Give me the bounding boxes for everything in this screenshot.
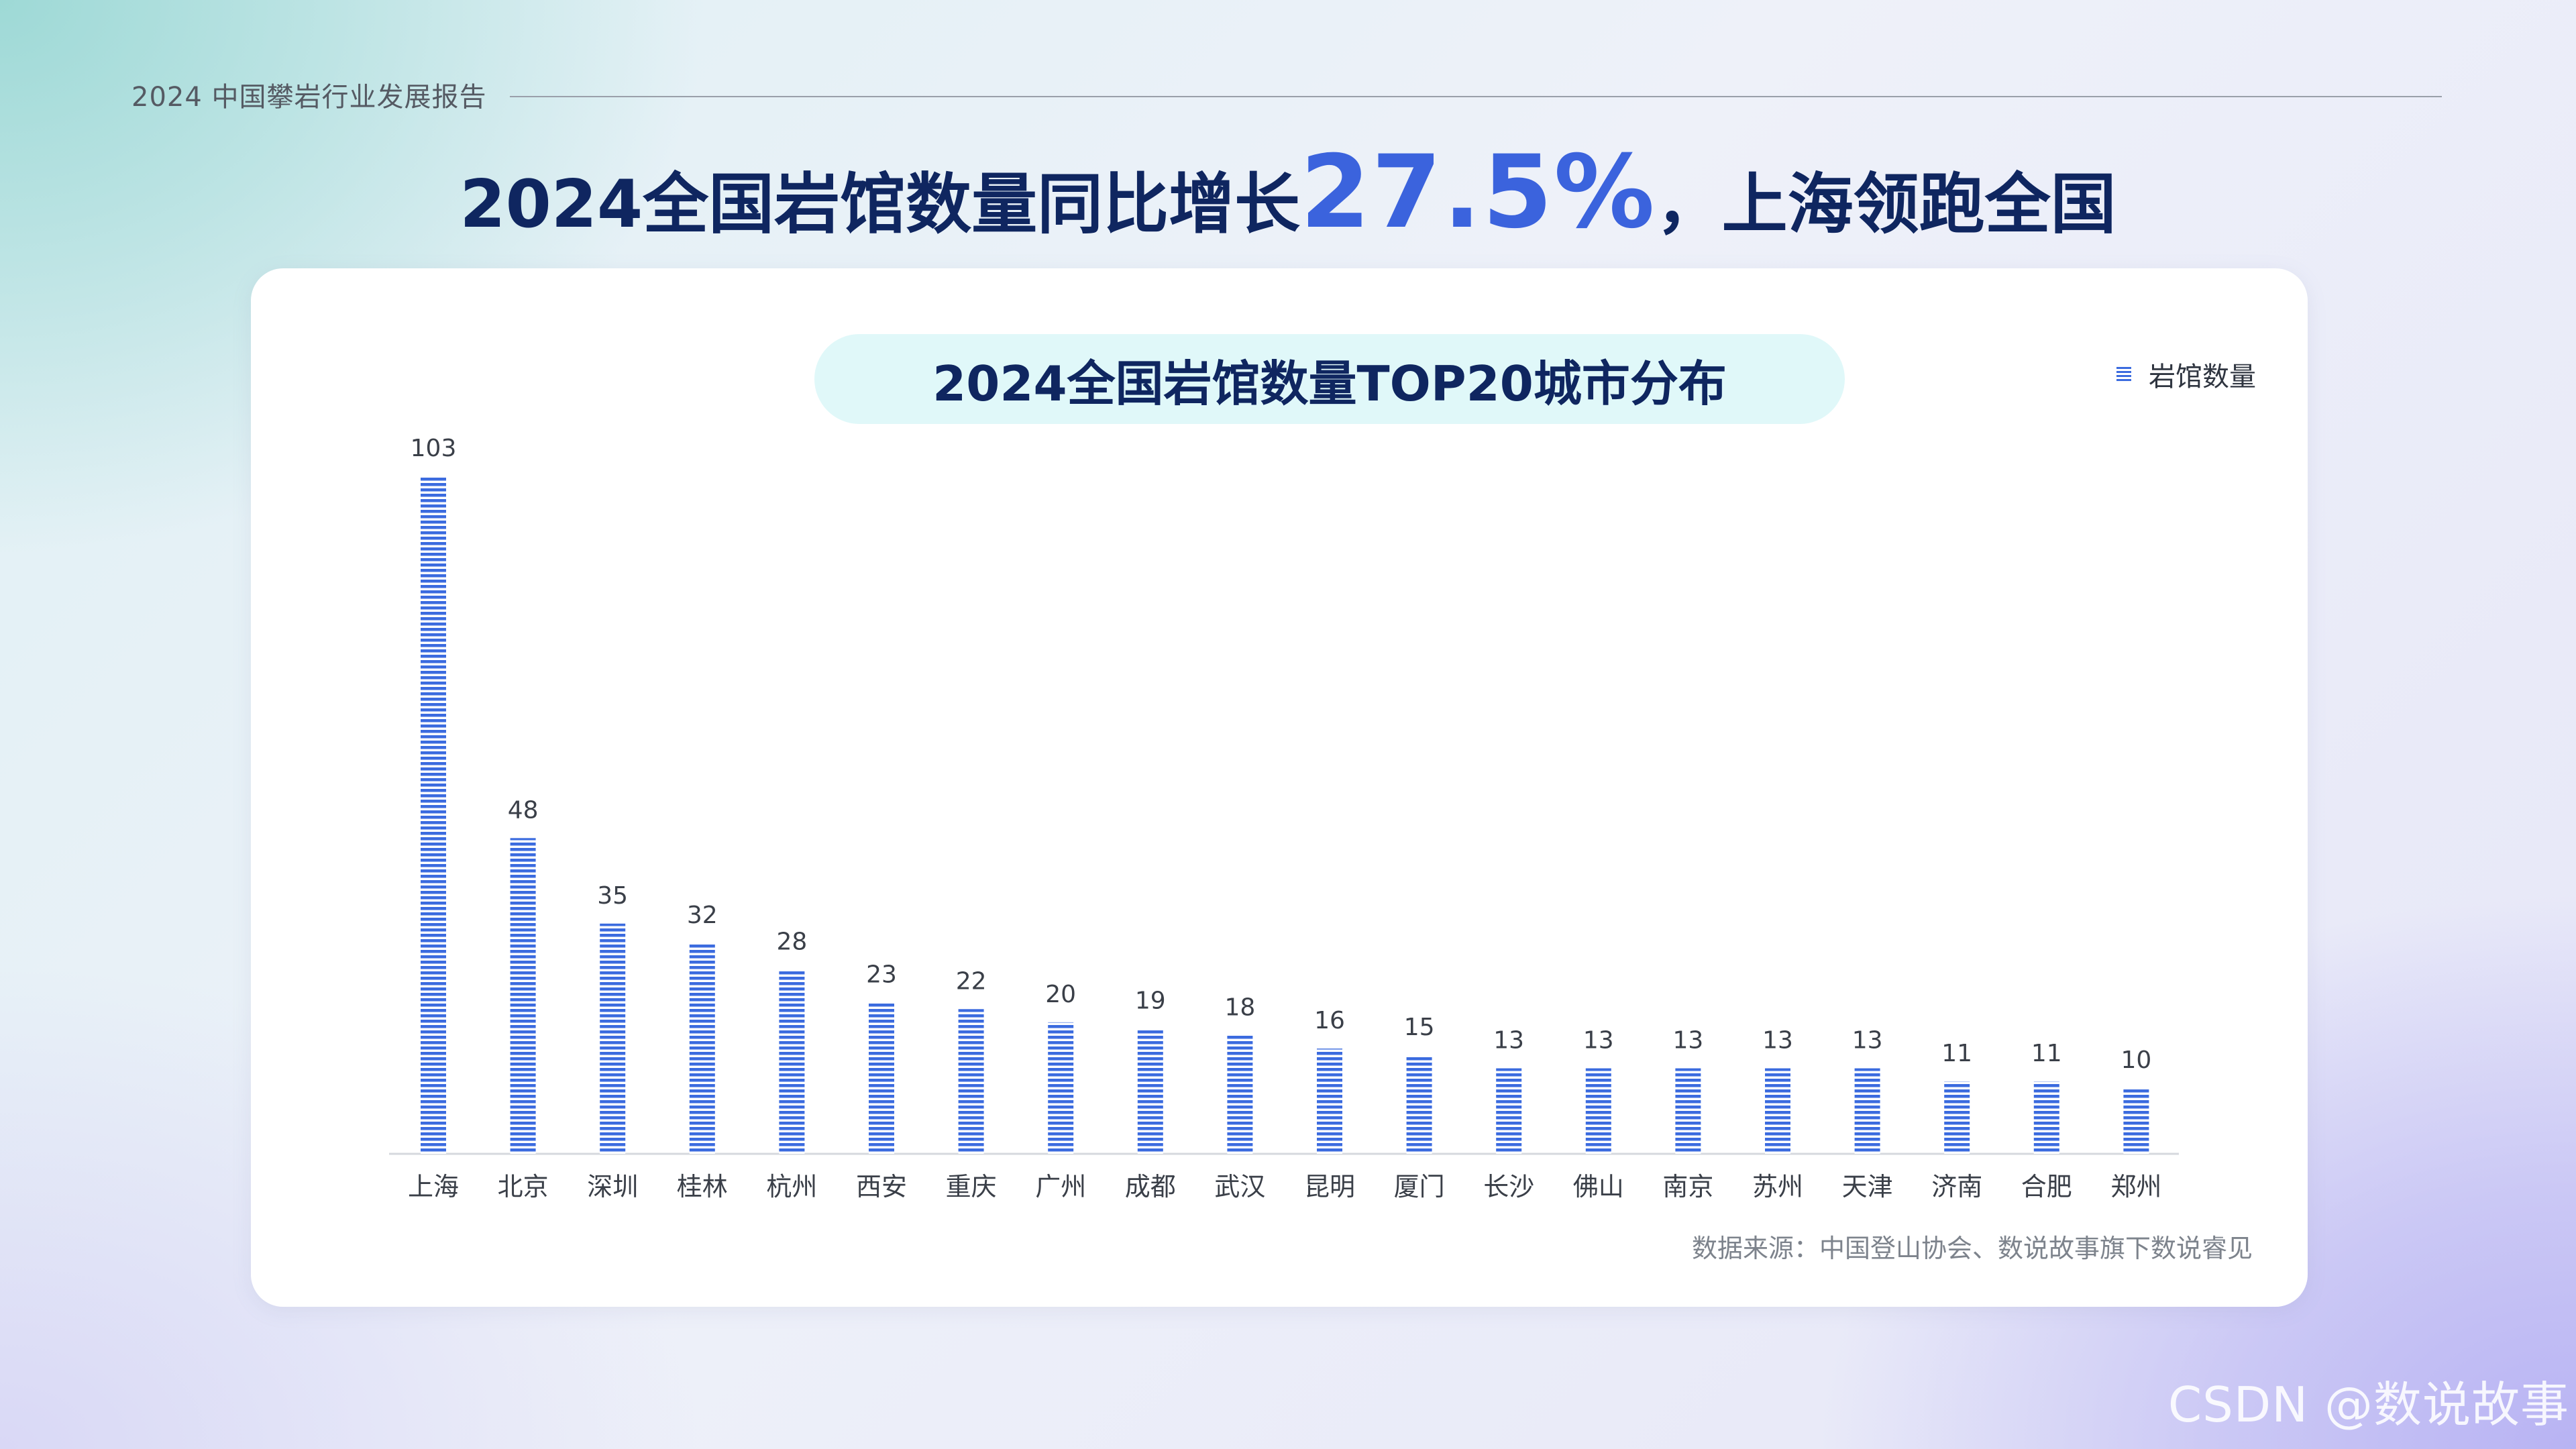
legend-swatch bbox=[2116, 367, 2131, 382]
bar-17 bbox=[1944, 1081, 1970, 1154]
x-tick-label-7: 广州 bbox=[1035, 1172, 1086, 1201]
x-tick-label-3: 桂林 bbox=[677, 1172, 728, 1201]
x-tick-label-17: 济南 bbox=[1931, 1172, 1982, 1201]
bar-10 bbox=[1317, 1049, 1342, 1154]
source-note: 数据来源：中国登山协会、数说故事旗下数说睿见 bbox=[1691, 1234, 2253, 1263]
report-title: 2024 中国攀岩行业发展报告 bbox=[131, 82, 487, 113]
x-tick-label-0: 上海 bbox=[408, 1172, 459, 1201]
data-label-12: 13 bbox=[1493, 1027, 1524, 1055]
bar-1 bbox=[510, 838, 536, 1154]
data-label-19: 10 bbox=[2121, 1046, 2151, 1074]
bar-15 bbox=[1765, 1068, 1790, 1154]
bar-4 bbox=[779, 969, 805, 1154]
data-label-10: 16 bbox=[1314, 1007, 1345, 1034]
x-tick-label-5: 西安 bbox=[856, 1172, 907, 1201]
data-label-17: 11 bbox=[1941, 1040, 1972, 1067]
bar-11 bbox=[1406, 1055, 1432, 1154]
header-divider bbox=[510, 96, 2442, 97]
data-label-14: 13 bbox=[1672, 1027, 1703, 1055]
bar-6 bbox=[958, 1009, 984, 1154]
bar-19 bbox=[2123, 1087, 2149, 1154]
bar-9 bbox=[1227, 1035, 1253, 1154]
bar-5 bbox=[869, 1002, 894, 1154]
headline-suffix: ，上海领跑全国 bbox=[1656, 166, 2116, 243]
bar-18 bbox=[2033, 1081, 2059, 1154]
bar-7 bbox=[1048, 1022, 1074, 1154]
data-label-3: 32 bbox=[687, 902, 718, 929]
data-label-4: 28 bbox=[776, 928, 807, 955]
bar-13 bbox=[1585, 1068, 1611, 1154]
data-label-8: 19 bbox=[1135, 987, 1166, 1015]
data-label-1: 48 bbox=[508, 796, 539, 824]
data-label-11: 15 bbox=[1404, 1014, 1435, 1041]
x-tick-label-6: 重庆 bbox=[946, 1172, 997, 1201]
x-tick-label-11: 厦门 bbox=[1394, 1172, 1445, 1201]
bar-16 bbox=[1854, 1068, 1880, 1154]
x-tick-label-14: 南京 bbox=[1662, 1172, 1713, 1201]
data-label-7: 20 bbox=[1045, 981, 1076, 1008]
bar-3 bbox=[689, 943, 715, 1154]
bar-12 bbox=[1496, 1068, 1522, 1154]
x-tick-label-1: 北京 bbox=[498, 1172, 549, 1201]
data-label-0: 103 bbox=[411, 435, 457, 462]
x-tick-label-10: 昆明 bbox=[1304, 1172, 1355, 1201]
x-tick-label-16: 天津 bbox=[1842, 1172, 1893, 1201]
chart-legend: 岩馆数量 bbox=[2116, 354, 2256, 394]
x-tick-label-2: 深圳 bbox=[587, 1172, 638, 1201]
chart-title-pill: 2024全国岩馆数量TOP20城市分布 bbox=[814, 334, 1845, 424]
x-tick-label-18: 合肥 bbox=[2021, 1172, 2072, 1201]
bar-14 bbox=[1675, 1068, 1701, 1154]
data-label-18: 11 bbox=[2031, 1040, 2062, 1067]
headline-prefix: 2024全国岩馆数量同比增长 bbox=[460, 166, 1301, 243]
data-label-16: 13 bbox=[1852, 1027, 1883, 1055]
page-headline: 2024全国岩馆数量同比增长27.5%，上海领跑全国 bbox=[0, 134, 2576, 251]
x-tick-label-8: 成都 bbox=[1125, 1172, 1176, 1201]
data-label-6: 22 bbox=[956, 967, 987, 995]
watermark: CSDN @数说故事 bbox=[2167, 1377, 2569, 1433]
data-label-9: 18 bbox=[1224, 994, 1255, 1021]
x-tick-label-19: 郑州 bbox=[2110, 1172, 2161, 1201]
x-tick-label-13: 佛山 bbox=[1573, 1172, 1624, 1201]
x-tick-label-12: 长沙 bbox=[1483, 1172, 1534, 1201]
x-tick-label-9: 武汉 bbox=[1214, 1172, 1265, 1201]
legend-label: 岩馆数量 bbox=[2149, 362, 2256, 392]
bar-2 bbox=[600, 923, 626, 1154]
x-tick-label-15: 苏州 bbox=[1752, 1172, 1803, 1201]
data-label-5: 23 bbox=[866, 961, 897, 988]
data-label-15: 13 bbox=[1762, 1027, 1793, 1055]
data-label-13: 13 bbox=[1583, 1027, 1614, 1055]
headline-highlight: 27.5% bbox=[1300, 134, 1656, 251]
bar-0 bbox=[421, 476, 446, 1154]
bar-8 bbox=[1137, 1028, 1163, 1154]
chart-title: 2024全国岩馆数量TOP20城市分布 bbox=[932, 355, 1727, 412]
x-tick-label-4: 杭州 bbox=[766, 1172, 817, 1201]
data-label-2: 35 bbox=[597, 882, 628, 910]
